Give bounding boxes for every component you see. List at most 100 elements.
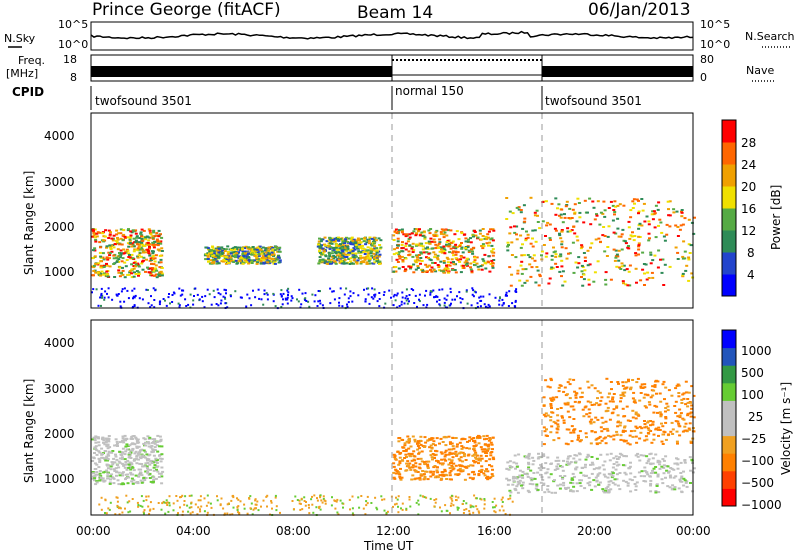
power-cell [119, 232, 123, 235]
power-cell [615, 253, 619, 256]
velocity-cell [604, 442, 608, 445]
velocity-cell [523, 473, 527, 475]
power-cell [439, 260, 443, 263]
power-cell [308, 305, 311, 308]
velocity-cell [129, 437, 133, 440]
power-cell [102, 231, 105, 234]
power-cell [405, 295, 408, 298]
velocity-cell [590, 456, 594, 458]
power-cell [264, 254, 268, 257]
velocity-cell [569, 461, 573, 464]
velocity-cell [621, 391, 625, 394]
velocity-cell [680, 491, 684, 494]
velocity-cell [419, 443, 423, 446]
velocity-cell [303, 500, 306, 502]
power-cell [453, 233, 457, 236]
power-cell [111, 298, 114, 301]
power-cell [428, 242, 432, 245]
velocity-cell [674, 420, 678, 423]
power-cell [465, 257, 469, 260]
power-cell [681, 223, 685, 226]
power-cell [583, 269, 587, 272]
velocity-cell [128, 465, 132, 468]
velocity-cell [397, 437, 401, 440]
power-cell [392, 270, 396, 273]
velocity-cell [210, 506, 213, 509]
velocity-cell [158, 457, 162, 460]
velocity-cell [475, 454, 479, 457]
velocity-cell [152, 466, 156, 469]
power-cell [483, 237, 487, 240]
velocity-cell [108, 481, 112, 484]
power-cell [282, 292, 285, 295]
power-cell [472, 295, 475, 298]
velocity-cell [238, 512, 241, 515]
power-cell [687, 243, 691, 246]
velocity-cell [504, 513, 507, 515]
power-cell [361, 244, 364, 247]
velocity-cell [416, 471, 420, 473]
power-cell [135, 270, 139, 273]
power-cell [140, 247, 144, 250]
velocity-cell [643, 466, 647, 469]
power-cell [549, 268, 553, 270]
power-cell [529, 196, 533, 199]
power-cell [215, 254, 219, 257]
velocity-cell [597, 437, 601, 440]
power-cell [642, 202, 646, 205]
velocity-cell [118, 507, 120, 510]
velocity-cell [160, 466, 164, 469]
power-cell [550, 254, 554, 257]
power-cell [414, 234, 418, 237]
power-cell [450, 302, 452, 305]
power-cell [446, 261, 450, 264]
power-colorbar-swatch [722, 186, 736, 209]
power-cell [378, 298, 381, 300]
velocity-cell [219, 503, 222, 506]
power-cell [206, 247, 210, 250]
velocity-cell [599, 426, 603, 429]
power-cell [270, 257, 274, 260]
velocity-cell [483, 443, 487, 446]
velocity-cell [484, 470, 487, 473]
power-cell [676, 226, 680, 228]
power-cell [123, 237, 127, 239]
velocity-cell [100, 508, 103, 511]
velocity-cell [630, 479, 634, 482]
velocity-cell [616, 425, 620, 428]
power-cell [473, 231, 477, 233]
velocity-cell [319, 494, 322, 497]
power-cell [643, 284, 646, 286]
velocity-cell [615, 405, 619, 408]
power-cell [368, 262, 372, 265]
velocity-cell [578, 453, 582, 456]
velocity-cell [124, 478, 127, 481]
velocity-cell [136, 482, 140, 485]
power-cell [212, 250, 216, 253]
power-cell [457, 238, 461, 241]
velocity-cell [137, 453, 141, 456]
velocity-cell [552, 439, 556, 442]
power-cell [620, 265, 624, 268]
velocity-cell [152, 469, 156, 472]
power-cell [328, 253, 332, 256]
power-cell [250, 304, 253, 307]
velocity-cell [144, 441, 147, 444]
velocity-cell [556, 419, 560, 422]
velocity-cell [550, 491, 554, 494]
velocity-cell [646, 460, 650, 463]
power-cell [341, 257, 345, 260]
power-cell [100, 270, 104, 273]
power-cell [279, 293, 282, 296]
power-cell [323, 250, 327, 253]
power-cell [346, 244, 349, 247]
power-cell [268, 261, 272, 264]
velocity-cell [107, 435, 111, 437]
power-cell [226, 245, 230, 248]
velocity-cell [318, 506, 320, 509]
power-cell [342, 262, 346, 265]
velocity-cell [227, 502, 230, 505]
power-cell [598, 223, 602, 226]
power-cell [683, 250, 687, 253]
velocity-cell [574, 394, 578, 397]
